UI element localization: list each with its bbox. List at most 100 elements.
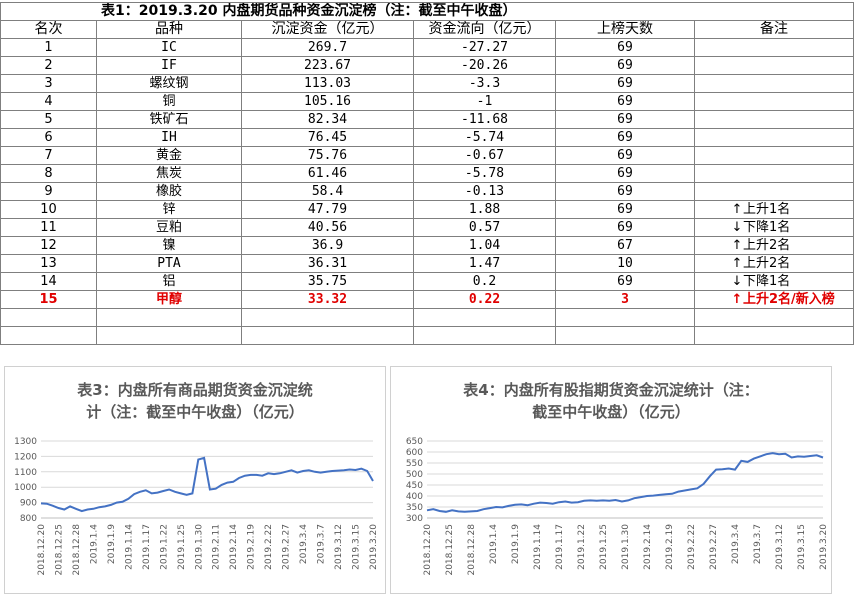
table-row: 14 铝 35.75 0.2 69 ↓下降1名: [0, 272, 854, 291]
arrow-up-icon: ↑: [731, 292, 743, 307]
cell-rank: 5: [0, 110, 97, 129]
y-tick-label: 800: [20, 514, 37, 524]
cell-funds: 40.56: [241, 218, 414, 237]
cell-rank: 9: [0, 182, 97, 201]
x-tick-label: 2019.2.19: [665, 524, 675, 570]
y-tick-label: 1300: [14, 437, 37, 447]
table-title: 表1：2019.3.20 内盘期货品种资金沉淀榜（注：截至中午收盘）: [0, 2, 854, 21]
x-tick-label: 2019.2.27: [709, 524, 719, 570]
empty-cell: [241, 326, 414, 345]
x-tick-label: 2019.2.22: [687, 524, 697, 570]
x-tick-label: 2019.2.22: [264, 524, 274, 570]
x-tick-label: 2019.1.22: [159, 524, 169, 570]
arrow-up-icon: ↑: [731, 202, 743, 217]
cell-note: ↑上升2名: [694, 236, 854, 255]
x-tick-label: 2019.2.14: [643, 524, 653, 570]
table-row: 13 PTA 36.31 1.47 10 ↑上升2名: [0, 254, 854, 273]
x-tick-label: 2019.3.4: [731, 524, 741, 564]
cell-days: 69: [555, 182, 695, 201]
cell-note: [694, 56, 854, 75]
cell-days: 69: [555, 200, 695, 219]
arrow-up-icon: ↑: [731, 256, 743, 271]
x-tick-label: 2019.3.12: [775, 524, 785, 570]
table-row: 2 IF 223.67 -20.26 69: [0, 56, 854, 75]
cell-days: 69: [555, 272, 695, 291]
empty-row: [0, 308, 854, 327]
empty-cell: [96, 308, 242, 327]
x-tick-label: 2018.12.28: [72, 524, 82, 576]
cell-flow: 1.88: [413, 200, 556, 219]
y-tick-label: 650: [406, 437, 423, 447]
note-text: 上升1名: [743, 202, 791, 217]
cell-funds: 36.31: [241, 254, 414, 273]
cell-flow: -0.67: [413, 146, 556, 165]
arrow-down-icon: ↓: [731, 220, 743, 235]
x-tick-label: 2019.1.17: [142, 524, 152, 570]
cell-name: 橡胶: [96, 182, 242, 201]
cell-name: 黄金: [96, 146, 242, 165]
cell-note: [694, 164, 854, 183]
x-tick-label: 2019.3.7: [317, 524, 327, 564]
x-tick-label: 2019.1.14: [533, 524, 543, 570]
cell-funds: 61.46: [241, 164, 414, 183]
cell-days: 69: [555, 128, 695, 147]
table-row: 8 焦炭 61.46 -5.78 69: [0, 164, 854, 183]
empty-cell: [96, 326, 242, 345]
cell-flow: -1: [413, 92, 556, 111]
cell-days: 69: [555, 146, 695, 165]
cell-rank: 2: [0, 56, 97, 75]
table-row: 11 豆粕 40.56 0.57 69 ↓下降1名: [0, 218, 854, 237]
x-tick-label: 2018.12.25: [445, 524, 455, 576]
cell-days: 69: [555, 56, 695, 75]
cell-note: [694, 38, 854, 57]
cell-funds: 82.34: [241, 110, 414, 129]
table-row: 3 螺纹钢 113.03 -3.3 69: [0, 74, 854, 93]
cell-days: 69: [555, 92, 695, 111]
table-row: 4 铜 105.16 -1 69: [0, 92, 854, 111]
note-text: 下降1名: [743, 274, 791, 289]
cell-rank: 8: [0, 164, 97, 183]
cell-rank: 13: [0, 254, 97, 273]
series-line: [40, 456, 374, 513]
cell-note: [694, 74, 854, 93]
cell-flow: -20.26: [413, 56, 556, 75]
header-flow: 资金流向（亿元）: [413, 20, 556, 39]
cell-funds: 223.67: [241, 56, 414, 75]
chart4-title: 表4：内盘所有股指期货资金沉淀统计（注： 截至中午收盘）（亿元）: [391, 379, 831, 423]
x-tick-label: 2019.2.14: [229, 524, 239, 570]
table-row: 6 IH 76.45 -5.74 69: [0, 128, 854, 147]
cell-funds: 58.4: [241, 182, 414, 201]
cell-funds: 47.79: [241, 200, 414, 219]
cell-funds: 35.75: [241, 272, 414, 291]
y-tick-label: 550: [406, 459, 423, 469]
chart3-title: 表3：内盘所有商品期货资金沉淀统 计（注：截至中午收盘）（亿元）: [5, 379, 385, 423]
cell-flow: 0.2: [413, 272, 556, 291]
x-tick-label: 2019.2.27: [282, 524, 292, 570]
x-tick-label: 2019.1.4: [489, 524, 499, 564]
x-tick-label: 2018.12.28: [467, 524, 477, 576]
cell-flow: -5.74: [413, 128, 556, 147]
header-rank: 名次: [0, 20, 97, 39]
x-tick-label: 2019.1.25: [599, 524, 609, 570]
chart3-title-line1: 表3：内盘所有商品期货资金沉淀统: [77, 381, 313, 399]
cell-name: 焦炭: [96, 164, 242, 183]
header-days: 上榜天数: [555, 20, 695, 39]
cell-flow: 1.47: [413, 254, 556, 273]
y-tick-label: 900: [20, 499, 37, 509]
cell-rank: 10: [0, 200, 97, 219]
x-tick-label: 2019.3.15: [352, 524, 362, 570]
cell-note: ↑上升1名: [694, 200, 854, 219]
cell-rank: 3: [0, 74, 97, 93]
cell-days: 69: [555, 38, 695, 57]
cell-name: IC: [96, 38, 242, 57]
cell-name: 铁矿石: [96, 110, 242, 129]
cell-days: 69: [555, 218, 695, 237]
header-name: 品种: [96, 20, 242, 39]
arrow-up-icon: ↑: [731, 238, 743, 253]
cell-rank: 14: [0, 272, 97, 291]
empty-cell: [555, 308, 695, 327]
cell-rank: 12: [0, 236, 97, 255]
cell-name: 铜: [96, 92, 242, 111]
